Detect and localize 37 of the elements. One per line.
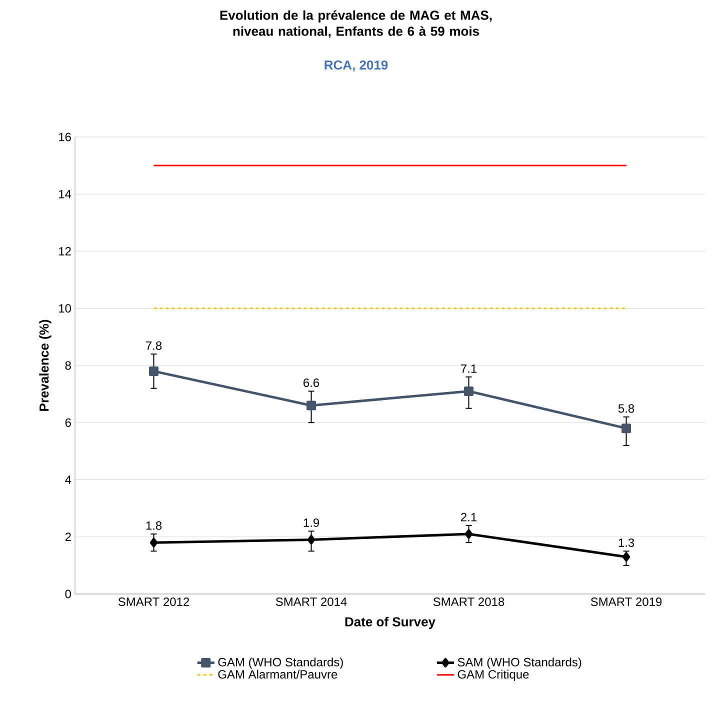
- legend-label: GAM Alarmant/Pauvre: [218, 670, 338, 679]
- legend-label: SAM (WHO Standards): [458, 658, 582, 669]
- y-tick-label: 8: [65, 361, 71, 370]
- y-tick-label: 0: [65, 590, 72, 598]
- y-tick-label: 6: [65, 418, 71, 427]
- chart-title: Evolution de la prévalence de MAG et MAS, niveau national, Enfants de 6 à 59 mois: [220, 10, 492, 38]
- point: [149, 366, 159, 376]
- x-tick-label: SMART 2019: [590, 598, 662, 606]
- point: [464, 386, 474, 396]
- point: [150, 538, 158, 548]
- data-label: 6.6: [304, 378, 320, 387]
- point: [622, 424, 631, 434]
- point: [307, 534, 316, 544]
- data-label: 7.8: [146, 341, 162, 350]
- data-label: 2.1: [461, 512, 477, 522]
- y-tick-label: 14: [59, 190, 72, 198]
- data-label: 7.1: [461, 364, 477, 373]
- legend-label: GAM Critique: [458, 670, 529, 681]
- y-tick-label: 16: [59, 132, 71, 142]
- y-axis-title: Prevalence (%): [39, 320, 52, 411]
- y-tick-label: 4: [65, 476, 72, 484]
- y-tick-label: 10: [59, 304, 72, 313]
- point: [622, 552, 630, 562]
- x-tick-label: SMART 2018: [433, 598, 504, 606]
- chart-subtitle: RCA, 2019: [324, 60, 388, 72]
- y-tick-label: 12: [59, 247, 71, 256]
- data-label: 1.3: [618, 538, 634, 547]
- x-tick-label: SMART 2014: [276, 598, 347, 606]
- x-axis-title: Date of Survey: [345, 616, 436, 629]
- legend-label: GAM (WHO Standards): [218, 658, 343, 669]
- data-label: 1.9: [304, 518, 320, 527]
- data-label: 1.8: [146, 521, 162, 530]
- x-tick-label: SMART 2012: [118, 598, 190, 606]
- y-tick-label: 2: [65, 532, 71, 542]
- point: [306, 400, 316, 410]
- data-label: 5.8: [618, 404, 634, 413]
- point: [464, 529, 473, 539]
